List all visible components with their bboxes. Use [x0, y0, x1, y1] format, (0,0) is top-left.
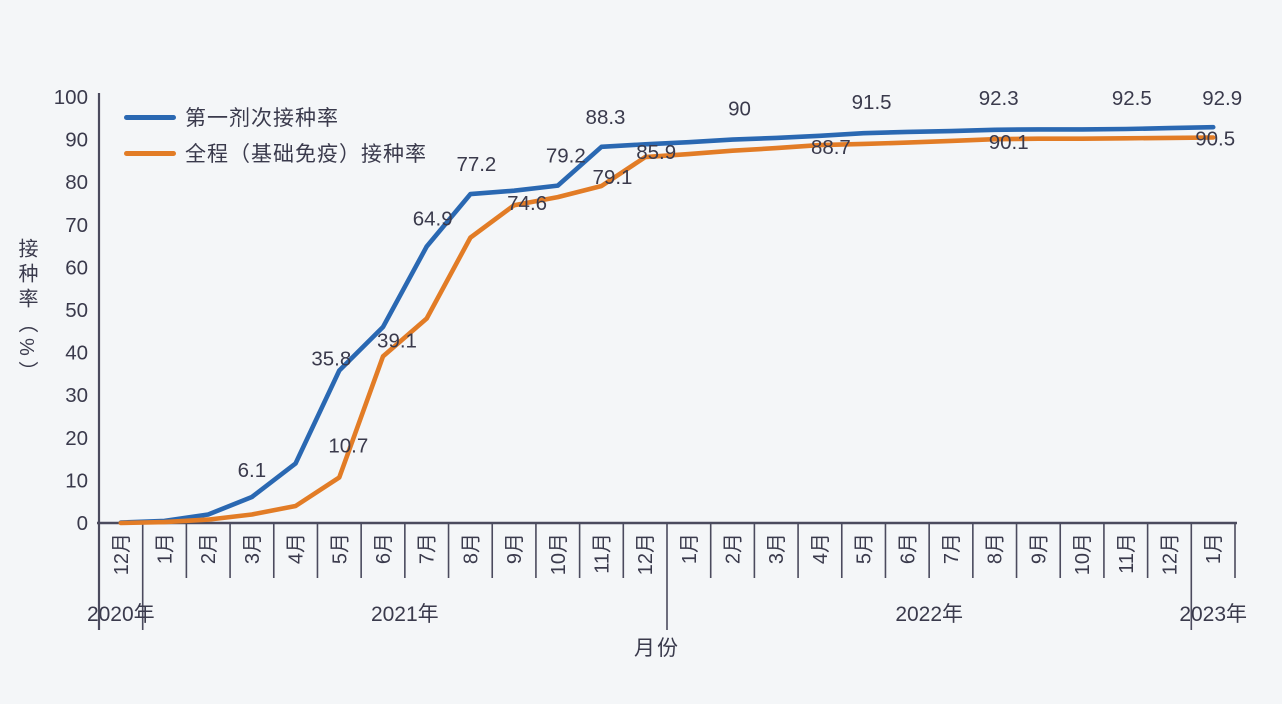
month-label: 11月 — [1116, 533, 1138, 574]
month-label: 8月 — [985, 533, 1007, 564]
month-label: 12月 — [1160, 533, 1182, 575]
legend-line-swatch-first-dose — [124, 114, 176, 120]
series-line-full-course — [118, 135, 1216, 526]
y-tick-label: 20 — [65, 427, 88, 450]
data-label: 64.9 — [413, 208, 453, 231]
month-label: 5月 — [329, 533, 351, 564]
series-line-first-dose — [118, 124, 1216, 525]
month-label: 12月 — [635, 533, 657, 575]
year-label: 2023年 — [1179, 603, 1247, 626]
data-label: 79.2 — [546, 145, 586, 168]
data-label: 35.8 — [311, 348, 351, 371]
month-label: 12月 — [111, 533, 133, 575]
y-tick-label: 0 — [77, 512, 88, 535]
data-label: 92.5 — [1112, 87, 1152, 110]
y-tick-label: 70 — [65, 214, 88, 237]
x-axis-title: 月份 — [634, 637, 680, 660]
month-label: 1月 — [155, 533, 177, 564]
month-label: 8月 — [460, 533, 482, 564]
y-tick-label: 80 — [65, 171, 88, 194]
month-label: 9月 — [504, 533, 526, 564]
legend: 第一剂次接种率 全程（基础免疫）接种率 — [124, 99, 427, 171]
data-label: 88.3 — [586, 106, 626, 129]
month-label: 4月 — [286, 533, 308, 564]
month-label: 10月 — [1072, 533, 1094, 575]
data-label: 92.3 — [979, 87, 1019, 110]
month-label: 2月 — [198, 533, 220, 564]
y-tick-label: 30 — [65, 384, 88, 407]
data-label: 85.9 — [636, 141, 676, 164]
month-label: 4月 — [810, 533, 832, 564]
legend-label-first-dose: 第一剂次接种率 — [185, 107, 339, 130]
year-label: 2022年 — [895, 603, 963, 626]
y-tick-label: 40 — [65, 342, 88, 365]
data-label: 39.1 — [377, 329, 417, 352]
data-label: 90.1 — [989, 131, 1029, 154]
year-label: 2020年 — [87, 603, 155, 626]
year-label: 2021年 — [371, 603, 439, 626]
month-label: 7月 — [941, 533, 963, 564]
data-label: 90.5 — [1195, 128, 1235, 151]
month-label: 2月 — [723, 533, 745, 564]
data-label: 88.7 — [811, 136, 851, 159]
month-label: 1月 — [1203, 533, 1225, 564]
month-label: 5月 — [854, 533, 876, 564]
month-label: 7月 — [417, 533, 439, 564]
y-tick-label: 50 — [65, 299, 88, 322]
month-label: 3月 — [766, 533, 788, 564]
y-tick-label: 100 — [54, 86, 88, 109]
legend-line-swatch-full-course — [124, 150, 176, 156]
data-label: 79.1 — [593, 166, 633, 189]
y-tick-label: 60 — [65, 256, 88, 279]
y-axis-title: 接种率（%） — [15, 238, 37, 386]
month-label: 6月 — [373, 533, 395, 564]
y-tick-label: 10 — [65, 469, 88, 492]
data-label: 77.2 — [456, 153, 496, 176]
legend-item-first-dose: 第一剂次接种率 — [124, 99, 427, 135]
month-label: 3月 — [242, 533, 264, 564]
y-tick-label: 90 — [65, 129, 88, 152]
data-label: 74.6 — [507, 192, 547, 215]
legend-label-full-course: 全程（基础免疫）接种率 — [185, 143, 427, 166]
data-label: 10.7 — [328, 434, 368, 457]
legend-item-full-course: 全程（基础免疫）接种率 — [124, 135, 427, 171]
data-label: 91.5 — [852, 91, 892, 114]
month-label: 1月 — [679, 533, 701, 564]
month-label: 9月 — [1028, 533, 1050, 564]
data-label: 6.1 — [238, 459, 267, 482]
data-label: 92.9 — [1202, 87, 1242, 110]
data-label: 90 — [728, 98, 751, 121]
month-label: 11月 — [592, 533, 614, 574]
month-label: 10月 — [548, 533, 570, 575]
month-label: 6月 — [897, 533, 919, 564]
